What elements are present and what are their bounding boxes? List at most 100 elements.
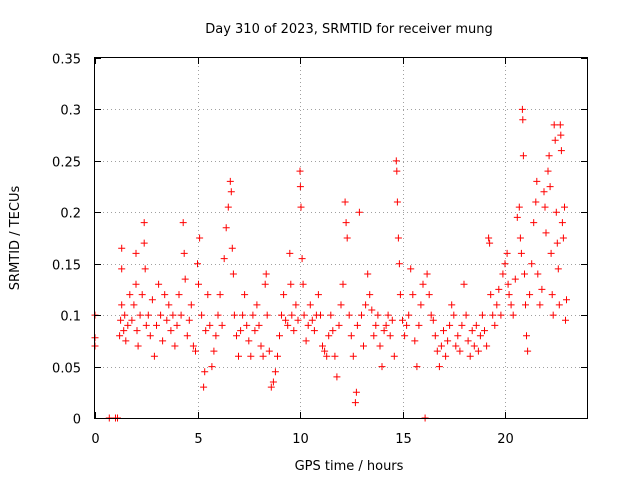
data-point bbox=[524, 347, 532, 355]
data-point bbox=[425, 291, 433, 299]
data-point bbox=[470, 342, 478, 350]
data-point bbox=[167, 327, 175, 335]
data-point bbox=[558, 219, 566, 227]
data-point bbox=[530, 219, 538, 227]
data-point bbox=[382, 321, 390, 329]
data-point bbox=[521, 270, 528, 278]
data-point bbox=[458, 321, 466, 329]
data-point bbox=[286, 249, 294, 257]
data-point bbox=[522, 301, 529, 309]
data-point bbox=[349, 352, 357, 360]
data-point bbox=[206, 321, 214, 329]
data-point bbox=[210, 347, 218, 355]
data-point bbox=[124, 321, 132, 329]
data-point bbox=[296, 167, 304, 175]
data-point bbox=[370, 332, 378, 340]
data-point bbox=[140, 219, 148, 227]
data-point bbox=[481, 327, 488, 335]
data-point bbox=[214, 311, 222, 319]
data-point bbox=[487, 291, 495, 299]
data-point bbox=[259, 352, 267, 360]
data-point bbox=[208, 363, 216, 371]
data-point bbox=[298, 255, 306, 263]
data-point bbox=[364, 270, 372, 278]
data-point bbox=[526, 291, 534, 299]
data-point bbox=[460, 280, 468, 288]
data-point bbox=[536, 301, 544, 309]
data-point bbox=[376, 342, 384, 350]
data-point bbox=[503, 249, 511, 257]
data-point bbox=[380, 327, 388, 335]
data-point bbox=[308, 316, 316, 324]
data-point bbox=[257, 342, 265, 350]
data-point bbox=[302, 337, 310, 345]
data-point bbox=[435, 363, 443, 371]
x-axis-title: GPS time / hours bbox=[295, 459, 404, 474]
data-point bbox=[247, 352, 255, 360]
data-point bbox=[351, 399, 359, 407]
data-point bbox=[563, 296, 570, 304]
data-point bbox=[474, 347, 482, 355]
data-point bbox=[352, 388, 360, 396]
data-point bbox=[230, 311, 238, 319]
data-point bbox=[541, 203, 549, 211]
data-point bbox=[183, 332, 191, 340]
data-point bbox=[269, 378, 277, 386]
data-point bbox=[233, 332, 240, 340]
data-point bbox=[342, 219, 350, 227]
data-point bbox=[118, 244, 126, 252]
data-point bbox=[228, 244, 236, 252]
data-point bbox=[122, 337, 130, 345]
data-point bbox=[171, 342, 179, 350]
data-point bbox=[325, 332, 333, 340]
data-point bbox=[306, 301, 314, 309]
data-point bbox=[554, 265, 562, 273]
data-point bbox=[368, 306, 376, 314]
data-point bbox=[388, 316, 396, 324]
data-point bbox=[464, 337, 472, 345]
axis-layer: 0 0.05 0.1 0.15 0.2 0.25 0.3 0.35 0 5 10 15 20 bbox=[52, 53, 587, 447]
data-point bbox=[386, 332, 394, 340]
data-point bbox=[121, 311, 129, 319]
data-point bbox=[288, 311, 296, 319]
data-point bbox=[128, 316, 136, 324]
data-point bbox=[116, 332, 124, 340]
data-point bbox=[333, 373, 341, 381]
x-tick-label: 0 bbox=[91, 432, 99, 447]
data-point bbox=[276, 332, 283, 340]
data-point bbox=[262, 270, 270, 278]
y-tick-label: 0.2 bbox=[60, 207, 81, 222]
data-point bbox=[501, 260, 509, 268]
data-point bbox=[390, 352, 398, 360]
data-point bbox=[310, 327, 318, 335]
data-point bbox=[547, 249, 555, 257]
data-point bbox=[437, 342, 445, 350]
chart-title: Day 310 of 2023, SRMTID for receiver mun… bbox=[205, 22, 493, 37]
data-point bbox=[314, 291, 322, 299]
y-tick-label: 0.3 bbox=[60, 104, 81, 119]
data-point bbox=[237, 327, 245, 335]
data-point bbox=[444, 337, 452, 345]
data-point bbox=[486, 239, 494, 247]
data-point bbox=[343, 234, 351, 242]
data-point bbox=[118, 265, 126, 273]
data-point bbox=[384, 311, 392, 319]
data-point bbox=[394, 234, 402, 242]
data-point bbox=[165, 301, 173, 309]
data-point bbox=[345, 311, 353, 319]
data-point bbox=[327, 311, 335, 319]
data-point bbox=[187, 301, 195, 309]
data-point bbox=[555, 301, 563, 309]
data-point bbox=[507, 301, 515, 309]
data-point bbox=[393, 198, 401, 206]
data-point bbox=[241, 291, 249, 299]
data-point bbox=[355, 208, 363, 216]
data-point bbox=[557, 147, 565, 155]
data-point bbox=[511, 275, 519, 283]
data-point bbox=[153, 321, 160, 329]
data-point bbox=[146, 332, 154, 340]
data-point bbox=[413, 363, 421, 371]
data-point bbox=[323, 352, 331, 360]
data-point bbox=[274, 352, 281, 360]
x-tick-label: 20 bbox=[497, 432, 514, 447]
